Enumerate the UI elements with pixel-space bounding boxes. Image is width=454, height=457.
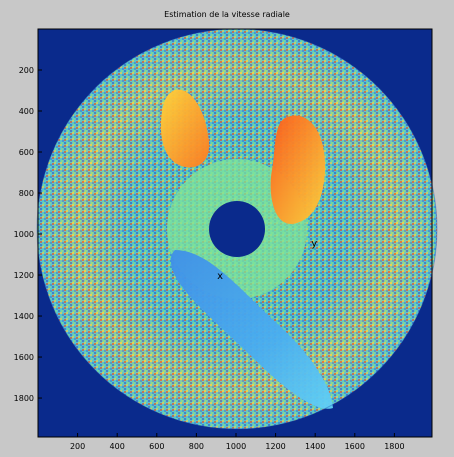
x-tick-label: 800 [189, 442, 204, 451]
annotation-x: x [217, 271, 223, 282]
x-tick-label: 1000 [226, 442, 246, 451]
y-tick-label: 1000 [14, 230, 34, 239]
annotation-y: y [311, 238, 317, 249]
x-axis: 200 400 600 800 1000 1200 1400 1600 1800 [70, 433, 405, 451]
red-velocity-patch [270, 115, 326, 225]
y-tick-label: 1200 [14, 271, 34, 280]
x-tick-label: 200 [70, 442, 85, 451]
y-axis: 200 400 600 800 1000 1200 1400 1600 1800 [14, 66, 42, 403]
axes-frame [37, 28, 433, 438]
x-tick-label: 1800 [384, 442, 404, 451]
yellow-velocity-patch [160, 89, 210, 168]
plot-title: Estimation de la vitesse radiale [164, 10, 290, 19]
x-tick-label: 1600 [345, 442, 365, 451]
x-tick-label: 600 [149, 442, 164, 451]
y-tick-label: 600 [19, 148, 34, 157]
x-tick-label: 1400 [305, 442, 325, 451]
y-tick-label: 1600 [14, 353, 34, 362]
x-tick-label: 400 [110, 442, 125, 451]
y-tick-label: 400 [19, 107, 34, 116]
x-tick-label: 1200 [265, 442, 285, 451]
y-tick-label: 200 [19, 66, 34, 75]
blue-velocity-plume [170, 250, 333, 409]
radar-center-hole [209, 201, 265, 257]
y-tick-label: 800 [19, 189, 34, 198]
y-tick-label: 1800 [14, 394, 34, 403]
y-tick-label: 1400 [14, 312, 34, 321]
